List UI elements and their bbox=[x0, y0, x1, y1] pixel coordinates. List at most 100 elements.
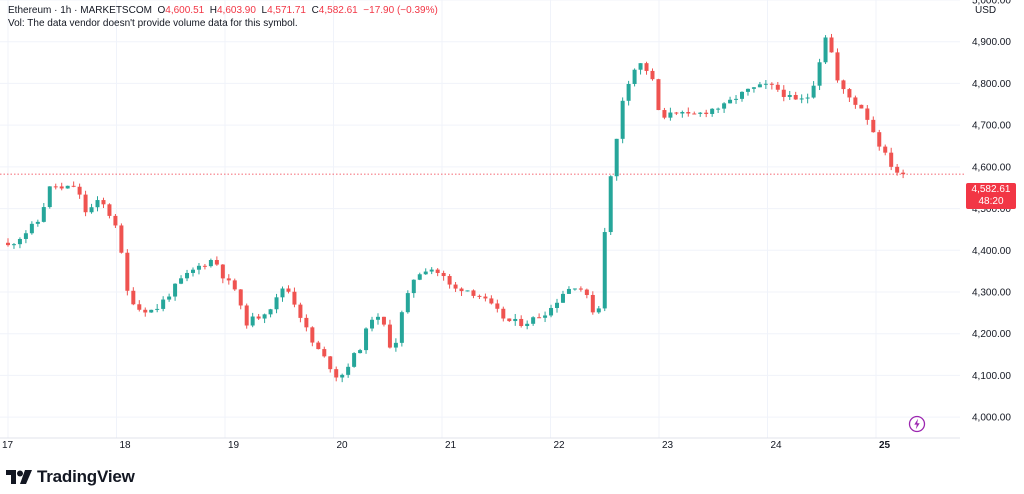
candle-body bbox=[477, 295, 482, 297]
currency-label[interactable]: USD bbox=[975, 5, 997, 16]
low-value: 4,571.71 bbox=[267, 5, 306, 16]
candle-body bbox=[131, 290, 136, 305]
candle-body bbox=[632, 69, 637, 84]
candle-body bbox=[781, 89, 786, 97]
candle-body bbox=[901, 172, 906, 175]
candle-body bbox=[501, 308, 506, 319]
candle-body bbox=[411, 279, 416, 294]
candle-body bbox=[745, 88, 750, 92]
candles bbox=[6, 33, 906, 383]
time-tick-label: 22 bbox=[554, 440, 566, 451]
price-tick-label: 4,700.00 bbox=[972, 121, 1011, 132]
candle-body bbox=[638, 63, 643, 70]
time-axis[interactable]: 17 18 19 20 21 22 23 24 25 bbox=[2, 440, 891, 451]
candle-body bbox=[143, 309, 148, 313]
price-axis[interactable]: 5,000.00 4,900.00 4,800.00 4,700.00 4,600.00… bbox=[972, 0, 1011, 424]
candle-body bbox=[662, 110, 667, 118]
candle-body bbox=[17, 238, 22, 245]
candle-body bbox=[298, 304, 303, 318]
lightning-icon[interactable] bbox=[908, 415, 926, 433]
time-tick-label: 19 bbox=[228, 440, 240, 451]
candle-body bbox=[728, 99, 733, 104]
candle-body bbox=[370, 319, 375, 329]
candle-body bbox=[346, 366, 351, 375]
candle-body bbox=[722, 103, 727, 109]
change-value: −17.90 (−0.39%) bbox=[363, 5, 438, 16]
candle-body bbox=[841, 80, 846, 90]
price-tick-label: 4,200.00 bbox=[972, 329, 1011, 340]
candle-body bbox=[256, 316, 261, 319]
candle-body bbox=[680, 112, 685, 114]
candle-body bbox=[608, 176, 613, 233]
candle-body bbox=[244, 305, 249, 326]
candle-body bbox=[674, 112, 679, 114]
bar-countdown: 48:20 bbox=[978, 196, 1004, 207]
candle-body bbox=[220, 264, 225, 279]
candle-body bbox=[125, 252, 130, 291]
candle-body bbox=[214, 260, 219, 265]
candle-body bbox=[549, 307, 554, 316]
candle-body bbox=[877, 132, 882, 147]
close-value: 4,582.61 bbox=[318, 5, 358, 16]
candle-body bbox=[107, 204, 112, 216]
candle-body bbox=[226, 278, 231, 281]
candle-body bbox=[656, 79, 661, 111]
candle-body bbox=[262, 314, 267, 319]
candle-body bbox=[668, 112, 673, 118]
candle-body bbox=[692, 113, 697, 115]
candle-body bbox=[566, 288, 571, 294]
candle-body bbox=[740, 91, 745, 99]
high-label: H bbox=[209, 5, 217, 16]
candle-body bbox=[304, 317, 309, 328]
candle-body bbox=[173, 283, 178, 297]
candle-body bbox=[531, 317, 536, 324]
candle-body bbox=[489, 298, 494, 304]
time-tick-label: 20 bbox=[337, 440, 349, 451]
candle-body bbox=[149, 309, 154, 313]
price-tick-label: 4,000.00 bbox=[972, 413, 1011, 424]
candle-body bbox=[710, 108, 715, 114]
last-price-tag: 4,582.61 48:20 bbox=[966, 183, 1016, 209]
candle-body bbox=[202, 265, 207, 267]
price-tick-label: 4,600.00 bbox=[972, 162, 1011, 173]
candle-body bbox=[465, 290, 470, 292]
candle-body bbox=[208, 260, 213, 267]
candle-body bbox=[441, 272, 446, 277]
candle-body bbox=[829, 37, 834, 53]
candle-body bbox=[161, 299, 166, 309]
candle-body bbox=[751, 87, 756, 89]
candle-body bbox=[787, 95, 792, 97]
candle-body bbox=[155, 308, 160, 310]
candle-body bbox=[823, 37, 828, 63]
candle-body bbox=[280, 288, 285, 298]
candle-body bbox=[274, 297, 279, 310]
candle-body bbox=[805, 97, 810, 99]
candle-body bbox=[817, 62, 822, 86]
candle-body bbox=[316, 342, 321, 350]
candle-body bbox=[232, 280, 237, 290]
candle-body bbox=[429, 269, 434, 272]
candle-body bbox=[734, 98, 739, 100]
candle-body bbox=[513, 318, 518, 322]
candle-body bbox=[537, 317, 542, 319]
candle-body bbox=[23, 233, 28, 239]
candle-body bbox=[387, 324, 392, 348]
close-label: C bbox=[311, 5, 319, 16]
candle-body bbox=[179, 278, 184, 284]
candle-body bbox=[716, 108, 721, 110]
candle-body bbox=[584, 289, 589, 295]
candle-body bbox=[602, 232, 607, 309]
candle-body bbox=[286, 288, 291, 292]
symbol-label[interactable]: Ethereum · 1h · MARKETSCOM bbox=[8, 5, 152, 16]
candle-body bbox=[375, 316, 380, 320]
candle-body bbox=[310, 327, 315, 343]
candle-body bbox=[859, 104, 864, 109]
candle-body bbox=[495, 303, 500, 309]
candle-body bbox=[471, 290, 476, 296]
candle-body bbox=[405, 293, 410, 313]
tradingview-brand[interactable]: TradingView bbox=[6, 467, 135, 487]
candle-body bbox=[525, 323, 530, 326]
candle-body bbox=[71, 185, 76, 187]
open-value: 4,600.51 bbox=[165, 5, 205, 16]
